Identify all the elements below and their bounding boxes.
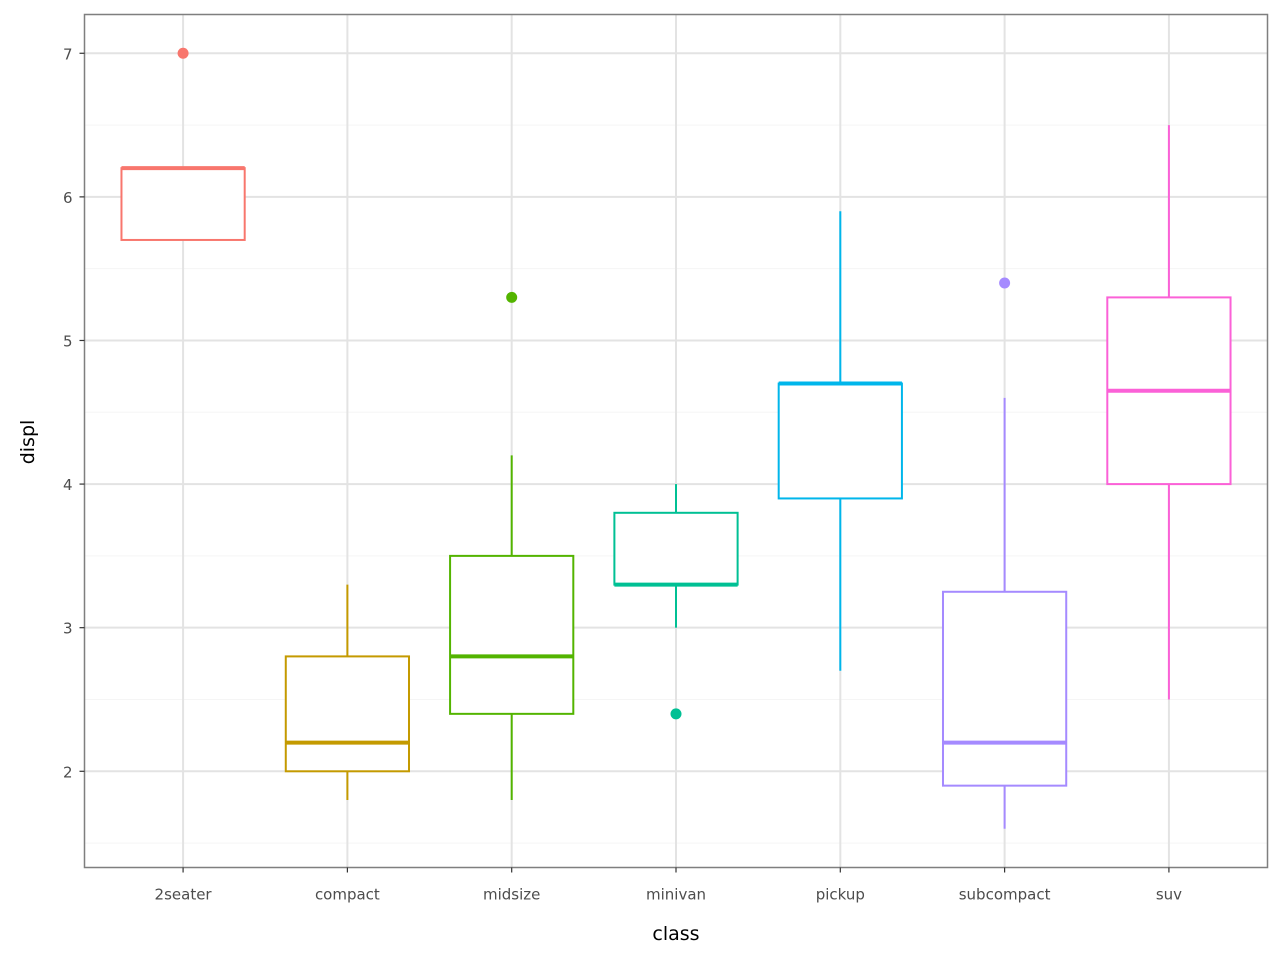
grid	[84, 14, 1268, 868]
x-tick-label: midsize	[483, 886, 540, 904]
box-pickup	[777, 211, 903, 671]
y-tick-label: 5	[63, 332, 73, 350]
box-midsize	[449, 291, 575, 801]
box	[449, 554, 575, 715]
x-tick-label: 2seater	[155, 886, 213, 904]
x-axis: 2seater compact midsize minivan pickup subcom…	[155, 867, 1182, 904]
x-tick-label: minivan	[646, 886, 706, 904]
box-subcompact	[941, 277, 1068, 829]
box-minivan	[613, 484, 739, 720]
box	[120, 167, 246, 241]
y-tick-label: 3	[63, 620, 73, 638]
outlier-point	[177, 47, 189, 59]
y-axis: 2 3 4 5 6 7	[63, 45, 85, 781]
x-tick-label: suv	[1156, 886, 1182, 904]
x-tick-label: compact	[315, 886, 380, 904]
y-tick-label: 2	[63, 763, 73, 781]
box	[284, 655, 411, 773]
box	[941, 590, 1068, 787]
y-tick-label: 4	[63, 476, 73, 494]
y-tick-label: 7	[63, 45, 73, 63]
x-axis-title: class	[652, 923, 699, 945]
box	[613, 511, 739, 586]
y-axis-title: displ	[17, 420, 39, 465]
boxes	[120, 47, 1232, 829]
y-tick-label: 6	[63, 189, 73, 207]
box-compact	[284, 584, 411, 801]
box	[777, 382, 903, 500]
x-tick-label: pickup	[816, 886, 865, 904]
outlier-point	[670, 708, 682, 720]
x-tick-label: subcompact	[959, 886, 1051, 904]
outlier-point	[999, 277, 1011, 289]
outlier-point	[506, 291, 518, 303]
box-2seater	[120, 47, 246, 241]
box-suv	[1106, 125, 1232, 700]
